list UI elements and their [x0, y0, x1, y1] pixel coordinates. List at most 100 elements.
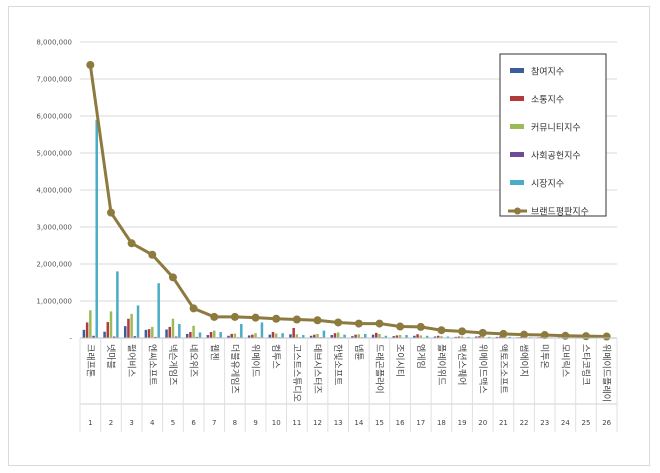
bar	[481, 336, 484, 338]
line-point	[334, 318, 343, 327]
x-category-label: 위메이드맥스	[477, 344, 488, 394]
bar	[251, 334, 254, 338]
bar	[219, 332, 222, 338]
bar	[195, 336, 199, 338]
legend-box	[499, 53, 607, 217]
line-point	[251, 313, 260, 322]
bar	[354, 334, 357, 338]
bar	[322, 330, 326, 338]
bar	[116, 271, 119, 338]
x-category-label: 드래곤플라이	[373, 344, 384, 394]
bar	[454, 336, 457, 338]
line-point	[210, 312, 219, 321]
bar	[127, 318, 130, 338]
bar	[198, 332, 202, 338]
bar	[103, 331, 106, 338]
x-category-label: 펄어비스	[126, 344, 138, 377]
line-point	[230, 312, 239, 321]
line-point	[354, 319, 363, 328]
bar	[343, 334, 346, 338]
line-point	[86, 60, 95, 69]
bar	[112, 336, 116, 338]
bar	[457, 336, 461, 338]
legend-label: 사회공헌지수	[531, 151, 581, 162]
y-tick-label: 4,000,000	[36, 187, 72, 195]
legend-label: 소통지수	[531, 95, 564, 106]
bar	[289, 334, 292, 338]
line-point	[540, 331, 549, 340]
x-category-label: 모비릭스	[559, 344, 571, 377]
x-rank-label: 9	[253, 419, 257, 427]
y-tick-label: 6,000,000	[36, 113, 72, 121]
bar	[136, 305, 140, 338]
x-category-label: 썸에이지	[518, 344, 529, 377]
x-category-label: 넥슨게임즈	[167, 344, 179, 385]
line-point	[313, 316, 322, 325]
line-point	[189, 304, 198, 313]
bar	[395, 335, 399, 338]
bar	[302, 335, 305, 338]
line-point	[127, 239, 136, 248]
x-rank-label: 2	[109, 419, 113, 427]
bar	[230, 333, 233, 338]
bar	[371, 334, 375, 338]
line-point	[106, 208, 115, 217]
x-rank-label: 16	[396, 419, 405, 427]
y-tick-label: 2,000,000	[36, 261, 72, 269]
bar	[178, 323, 181, 338]
bar	[384, 335, 388, 338]
bar	[540, 336, 543, 338]
x-rank-label: 18	[437, 419, 446, 427]
bar	[82, 329, 86, 338]
line-point	[499, 329, 508, 338]
y-tick-label: -	[69, 335, 72, 343]
x-category-label: 넷마블	[105, 344, 116, 369]
bar	[227, 335, 230, 338]
x-category-label: 크래프톤	[84, 344, 95, 377]
x-rank-label: 17	[416, 419, 425, 427]
bar	[467, 336, 470, 338]
x-rank-label: 10	[272, 419, 281, 427]
bar	[336, 332, 340, 338]
x-rank-label: 13	[334, 419, 343, 427]
bar	[487, 336, 491, 338]
line-point	[148, 250, 157, 259]
x-category-label: 한빛소프트	[332, 344, 343, 385]
bar	[254, 333, 257, 338]
bar	[147, 329, 151, 338]
legend-label: 커뮤니티지수	[531, 123, 581, 134]
bar	[446, 336, 450, 338]
bar	[498, 336, 502, 338]
bar	[95, 119, 98, 338]
x-rank-label: 3	[129, 419, 133, 427]
bar	[92, 335, 95, 338]
x-category-label: 위메이드플레이	[601, 344, 612, 402]
x-category-label: 네오위즈	[188, 344, 199, 377]
x-category-label: 고스트스튜디오	[291, 344, 302, 402]
bar	[168, 326, 171, 338]
x-category-label: 액토즈소프트	[497, 344, 509, 394]
x-rank-label: 23	[540, 419, 549, 427]
x-rank-label: 19	[458, 419, 467, 427]
bar	[271, 332, 275, 338]
bar	[123, 326, 127, 338]
brand-index-line	[86, 60, 611, 341]
bar	[213, 330, 216, 338]
x-rank-label: 8	[233, 419, 237, 427]
bar	[316, 333, 319, 338]
bar	[209, 332, 213, 338]
legend-swatch-marker	[514, 207, 521, 215]
bar	[260, 322, 264, 338]
bar	[165, 329, 168, 338]
bar	[233, 333, 237, 338]
x-category-label: 액션스퀘어	[456, 344, 468, 385]
line-point	[520, 330, 529, 339]
y-tick-label: 3,000,000	[36, 224, 72, 232]
x-category-label: 엠게임	[415, 344, 427, 369]
bar	[433, 336, 437, 338]
legend-swatch	[510, 124, 524, 129]
line-point	[437, 326, 446, 335]
bar	[109, 311, 113, 338]
bar	[185, 333, 189, 338]
x-rank-label: 7	[212, 419, 216, 427]
